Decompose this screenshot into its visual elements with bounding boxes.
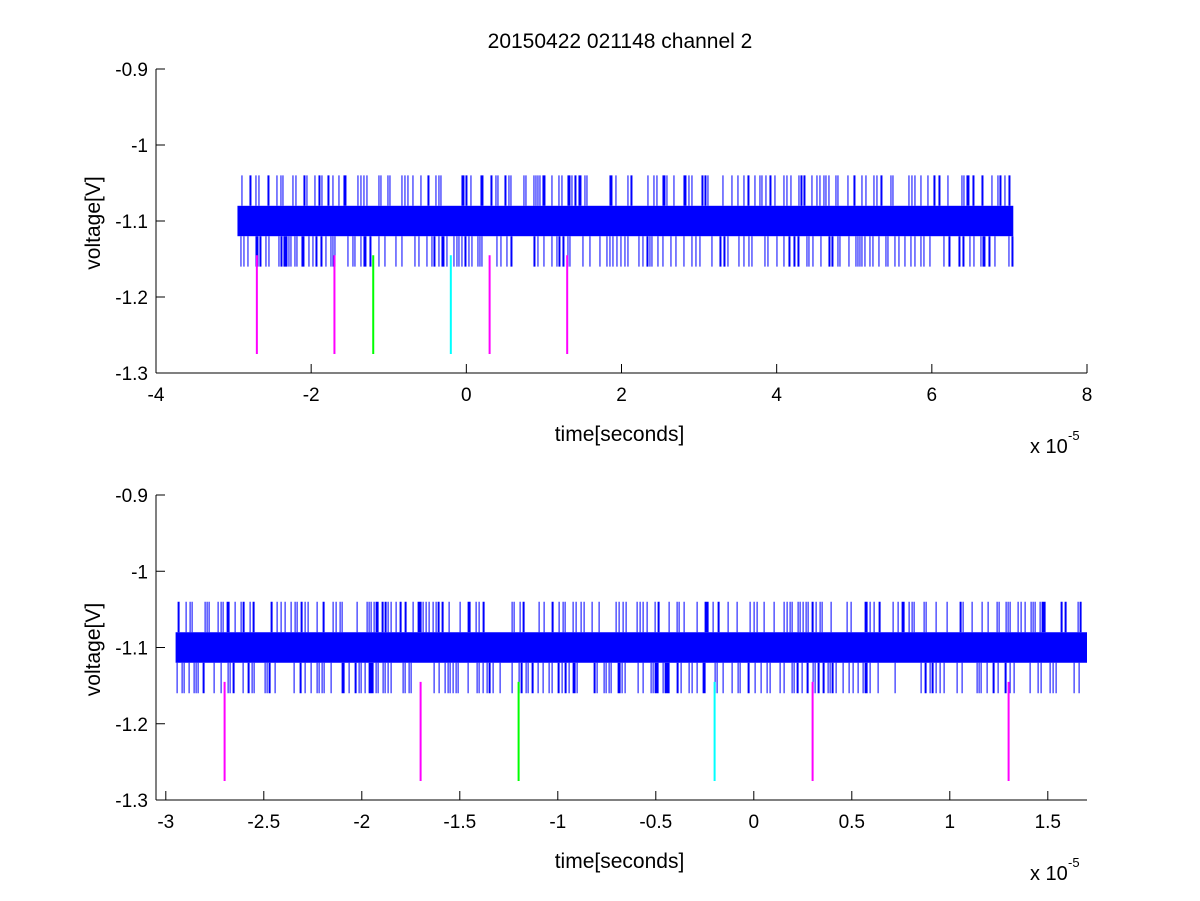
x-tick-label: -2 (353, 812, 370, 833)
x-tick-label: 6 (927, 385, 938, 406)
x-multiplier-exponent: -5 (1068, 428, 1080, 443)
y-tick-label: -1.3 (115, 364, 148, 385)
x-axis-label: time[seconds] (555, 423, 685, 446)
x-tick-label: -2.5 (247, 812, 280, 833)
y-tick-label: -1 (131, 562, 148, 583)
x-tick-label: -1 (549, 812, 566, 833)
bottom-subplot: -3 -2.5 -2 -1.5 -1 -0.5 0 0.5 1 1.5 -1.3 -1.2 -1.1 -1… (82, 486, 1088, 885)
trace-band (175, 632, 1088, 663)
x-tick-label: -0.5 (639, 812, 672, 833)
y-tick-label: -1.2 (115, 288, 148, 309)
x-tick-label: 1 (945, 812, 956, 833)
x-multiplier-label: x 10 (1030, 863, 1068, 885)
y-tick-label: -1.3 (115, 791, 148, 812)
y-tick-label: -1.1 (115, 639, 148, 660)
trace-series (175, 601, 1088, 694)
x-multiplier-label: x 10 (1030, 436, 1068, 458)
trace-band (237, 205, 1014, 237)
x-tick-label: 4 (771, 385, 782, 406)
y-tick-label: -1.2 (115, 715, 148, 736)
x-tick-label: 2 (616, 385, 627, 406)
y-axis-label: voltage[V] (82, 603, 105, 696)
x-tick-label: 1.5 (1035, 812, 1061, 833)
x-tick-label: -1.5 (443, 812, 476, 833)
y-tick-label: -0.9 (115, 486, 148, 507)
x-tick-label: 8 (1082, 385, 1093, 406)
y-tick-label: -1 (131, 136, 148, 157)
trace-spikes (240, 175, 1014, 267)
x-tick-label: -3 (157, 812, 174, 833)
x-tick-label: -2 (303, 385, 320, 406)
x-multiplier-exponent: -5 (1068, 855, 1080, 870)
y-tick-label: -1.1 (115, 212, 148, 233)
x-tick-label: 0 (461, 385, 472, 406)
trace-spikes (176, 601, 1082, 694)
top-subplot: -4 -2 0 2 4 6 8 -1.3 -1.2 -1.1 -1 -0.9 time[seconds]… (82, 60, 1092, 458)
x-axis-label: time[seconds] (555, 850, 685, 873)
x-tick-label: -4 (148, 385, 165, 406)
x-tick-label: 0 (749, 812, 760, 833)
trace-series (237, 175, 1014, 267)
figure-title: 20150422 021148 channel 2 (488, 30, 753, 53)
y-tick-label: -0.9 (115, 60, 148, 81)
y-axis-label: voltage[V] (82, 176, 105, 269)
x-tick-label: 0.5 (839, 812, 865, 833)
